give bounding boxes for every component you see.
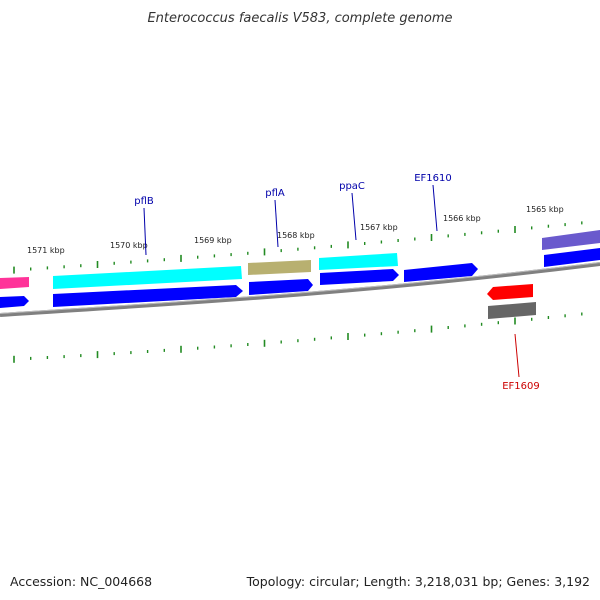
feature-cyan-pflB: [53, 266, 242, 289]
cds-forward-right: [544, 248, 600, 267]
forward-features: [0, 230, 600, 308]
leader-pflB: [143, 207, 147, 256]
cds-reverse-EF1609: [487, 284, 533, 300]
feature-purple: [542, 230, 600, 250]
gene-label-EF1609: EF1609: [502, 381, 540, 392]
feature-cyan-ppaC: [319, 253, 398, 270]
feature-khaki-pflA: [248, 260, 311, 275]
gene-label-pflA: pflA: [265, 188, 285, 199]
leader-EF1609: [514, 333, 520, 378]
genome-backbone-highlight: [0, 262, 600, 314]
gene-label-ppaC: ppaC: [339, 181, 365, 192]
cds-forward-pflB: [53, 285, 243, 307]
gene-label-EF1610: EF1610: [414, 173, 452, 184]
cds-forward-0: [0, 296, 29, 308]
leader-ppaC: [351, 192, 357, 241]
gene-label-pflB: pflB: [134, 196, 154, 207]
genome-backbone: [0, 262, 600, 317]
feature-pink: [0, 277, 29, 289]
cds-forward-ppaC: [320, 269, 399, 285]
kbp-label: 1569 kbp: [194, 236, 232, 245]
kbp-label: 1565 kbp: [526, 205, 564, 214]
inner-tick-row: [13, 312, 583, 363]
cds-forward-EF1610: [404, 263, 478, 282]
feature-gray-EF1609: [488, 302, 536, 319]
gene-leaders: [143, 184, 520, 378]
leader-EF1610: [432, 184, 438, 232]
kbp-label: 1567 kbp: [360, 223, 398, 232]
reverse-features: [487, 284, 536, 319]
kbp-label: 1571 kbp: [27, 246, 65, 255]
kbp-label: 1566 kbp: [443, 214, 481, 223]
cds-forward-pflA: [249, 279, 313, 295]
accession-text: Accession: NC_004668: [10, 574, 152, 589]
gene-labels: pflB pflA ppaC EF1610 EF1609: [134, 173, 540, 392]
outer-tick-row: [13, 221, 583, 274]
kbp-label: 1568 kbp: [277, 231, 315, 240]
kbp-labels: 1571 kbp 1570 kbp 1569 kbp 1568 kbp 1567…: [27, 205, 564, 255]
genome-title: Enterococcus faecalis V583, complete gen…: [147, 11, 452, 26]
kbp-label: 1570 kbp: [110, 241, 148, 250]
genome-summary-text: Topology: circular; Length: 3,218,031 bp…: [246, 574, 590, 589]
leader-pflA: [274, 199, 279, 248]
